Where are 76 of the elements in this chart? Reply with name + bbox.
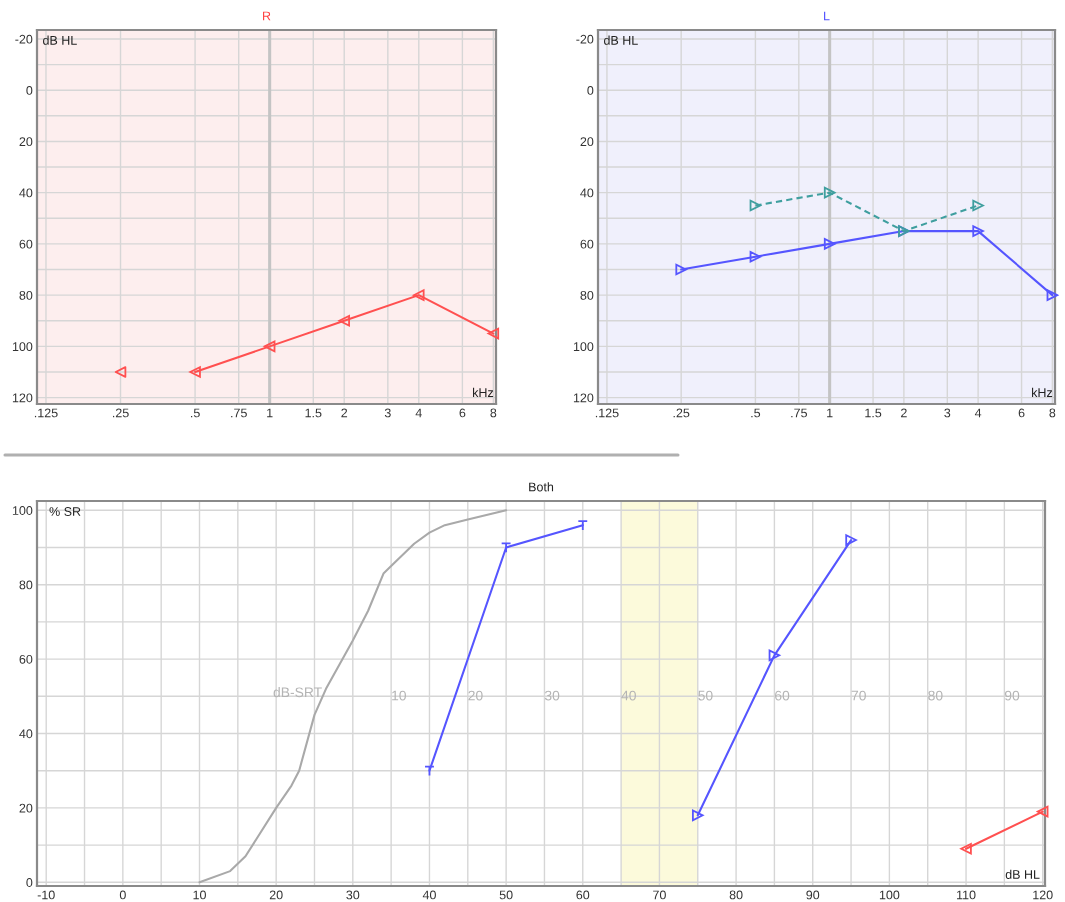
x-tick-label: .25 — [673, 408, 690, 418]
y-tick-label: 60 — [19, 654, 33, 664]
x-axis-title: dB HL — [1005, 869, 1040, 879]
x-tick-label: 4 — [974, 408, 982, 418]
y-tick-label: 40 — [19, 188, 33, 198]
y-tick-label: 40 — [19, 729, 33, 739]
x-tick-label: .125 — [34, 408, 58, 418]
x-tick-label: 70 — [653, 890, 666, 900]
x2-tick-label: 20 — [468, 690, 483, 701]
x-axis-title: kHz — [1032, 387, 1053, 397]
y-tick-label: 60 — [19, 239, 33, 249]
y-tick-label: -20 — [15, 34, 33, 44]
x2-tick-label: 40 — [621, 690, 636, 701]
x-tick-label: 40 — [422, 890, 436, 900]
x-tick-label: 3 — [944, 408, 951, 418]
chart-title: L — [824, 11, 830, 21]
x2-axis-title: dB-SRT — [273, 687, 322, 698]
x-tick-label: 50 — [499, 890, 513, 900]
x-tick-label: 100 — [879, 890, 900, 900]
y-tick-label: 100 — [12, 342, 33, 352]
x-tick-label: -10 — [37, 890, 55, 900]
x-tick-label: 6 — [459, 408, 466, 418]
x2-tick-label: 80 — [928, 690, 943, 701]
x2-tick-label: 90 — [1004, 690, 1020, 701]
y-tick-label: 40 — [580, 188, 594, 198]
x-tick-label: .125 — [595, 408, 619, 418]
chart-title: Both — [529, 482, 554, 492]
x-tick-label: 30 — [346, 890, 360, 900]
x-tick-label: 1.5 — [865, 408, 882, 418]
y-tick-label: 60 — [580, 239, 594, 249]
x-tick-label: 6 — [1018, 408, 1025, 418]
y-tick-label: -20 — [576, 34, 594, 44]
x-tick-label: .5 — [191, 408, 200, 418]
y-tick-label: 20 — [19, 137, 33, 147]
x-tick-label: .75 — [791, 408, 807, 418]
x-tick-label: 8 — [1049, 408, 1056, 418]
y-tick-label: 80 — [19, 290, 33, 300]
x-tick-label: 10 — [193, 890, 206, 900]
x-tick-label: .75 — [231, 408, 247, 418]
x2-tick-label: 10 — [392, 690, 406, 701]
x-tick-label: 120 — [1033, 890, 1053, 900]
x-tick-label: 8 — [490, 408, 497, 418]
x-tick-label: 80 — [729, 890, 743, 900]
x2-tick-label: 60 — [775, 690, 790, 701]
x-tick-label: 2 — [901, 408, 907, 418]
x2-tick-label: 70 — [851, 690, 866, 701]
x-tick-label: 20 — [269, 890, 283, 900]
x-tick-label: 0 — [119, 890, 126, 900]
y-axis-title: dB HL — [604, 35, 638, 45]
x-tick-label: 110 — [957, 890, 976, 900]
x-tick-label: 2 — [341, 408, 348, 418]
y-tick-label: 80 — [19, 580, 33, 590]
x-tick-label: 3 — [384, 408, 391, 418]
y-tick-label: 0 — [587, 86, 594, 95]
x-tick-label: .25 — [112, 408, 129, 418]
y-tick-label: 0 — [26, 86, 33, 95]
x-tick-label: 90 — [806, 890, 820, 900]
x-axis-title: kHz — [473, 387, 494, 397]
x-tick-label: 1.5 — [305, 408, 322, 418]
x-tick-label: 4 — [415, 408, 422, 418]
y-tick-label: 120 — [573, 393, 594, 403]
y-tick-label: 100 — [12, 506, 33, 515]
x-tick-label: .5 — [751, 408, 761, 418]
y-axis-title: dB HL — [43, 35, 77, 45]
y-tick-label: 20 — [19, 803, 33, 813]
chart-title: R — [263, 11, 271, 21]
x2-tick-label: 50 — [698, 690, 713, 701]
x-tick-label: 1 — [827, 408, 833, 418]
y-tick-label: 80 — [580, 290, 594, 300]
y-tick-label: 0 — [26, 878, 33, 887]
y-tick-label: 100 — [573, 342, 594, 352]
y-tick-label: 120 — [12, 393, 33, 403]
y-axis-title: % SR — [49, 507, 81, 516]
x-tick-label: 1 — [267, 408, 273, 418]
y-tick-label: 20 — [580, 137, 594, 147]
x2-tick-label: 30 — [544, 690, 560, 701]
